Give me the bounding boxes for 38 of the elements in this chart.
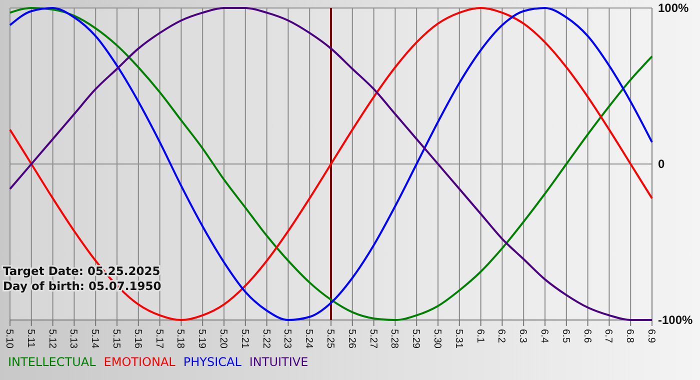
text: INTUITIVE [249, 355, 308, 369]
x-tick-label: 6.3 [517, 329, 528, 344]
y-tick-label: 100% [658, 0, 690, 15]
y-tick-label: 0 [658, 156, 665, 171]
x-tick-label: 5.29 [410, 329, 422, 349]
x-tick-label: 5.25 [324, 329, 336, 349]
x-tick-label: 5.16 [132, 329, 143, 349]
x-tick-label: 6.9 [646, 329, 656, 344]
text: EMOTIONAL [104, 355, 176, 369]
x-tick-label: 5.26 [346, 329, 357, 349]
x-tick-label: 5.23 [282, 329, 293, 349]
x-tick-label: 5.18 [174, 329, 186, 349]
x-tick-label: 5.13 [68, 329, 79, 349]
x-tick-label: 6.1 [474, 329, 486, 344]
x-tick-label: 6.4 [538, 329, 550, 344]
y-tick-label: -100% [658, 312, 694, 327]
x-tick-label: 6.5 [560, 329, 571, 344]
x-tick-label: 5.27 [367, 329, 378, 349]
x-tick-label: 5.11 [24, 329, 36, 348]
x-tick-label: 6.2 [496, 329, 507, 344]
x-tick-label: 5.19 [196, 329, 208, 349]
x-tick-label: 6.7 [602, 329, 614, 344]
x-tick-label: 5.20 [218, 329, 228, 349]
x-tick-label: 5.24 [303, 329, 314, 349]
x-tick-label: 5.22 [260, 329, 272, 349]
x-tick-label: 6.8 [624, 329, 636, 344]
x-tick-label: 5.21 [238, 329, 250, 349]
text: PHYSICAL [183, 355, 242, 369]
x-tick-label: 5.28 [388, 329, 400, 349]
x-tick-label: 5.14 [89, 329, 100, 349]
x-tick-label: 5.17 [153, 329, 164, 349]
x-tick-label: 5.15 [110, 329, 122, 349]
x-tick-label: 5.12 [46, 329, 58, 349]
text: INTELLECTUAL [8, 355, 96, 369]
x-tick-label: 5.10 [4, 329, 14, 349]
x-tick-label: 6.6 [581, 329, 592, 344]
x-tick-label: 5.31 [452, 329, 464, 349]
x-tick-label: 5.30 [432, 329, 442, 349]
